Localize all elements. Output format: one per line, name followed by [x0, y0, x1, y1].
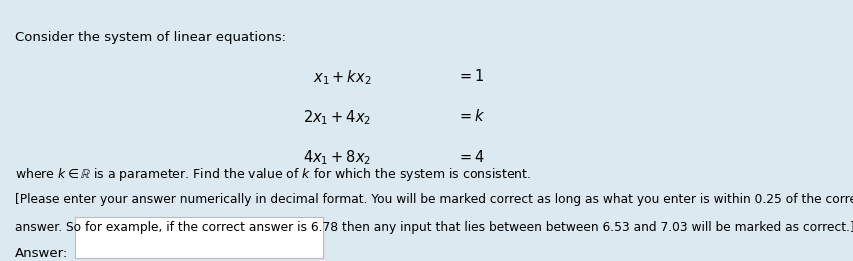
Text: [Please enter your answer numerically in decimal format. You will be marked corr: [Please enter your answer numerically in… — [15, 193, 853, 206]
Text: $= 1$: $= 1$ — [456, 68, 485, 84]
Text: $2x_1 + 4x_2$: $2x_1 + 4x_2$ — [303, 108, 371, 127]
Text: $= 4$: $= 4$ — [456, 149, 485, 165]
Text: where $k \in \mathbb{R}$ is a parameter. Find the value of $k$ for which the sys: where $k \in \mathbb{R}$ is a parameter.… — [15, 166, 531, 183]
Text: Consider the system of linear equations:: Consider the system of linear equations: — [15, 31, 286, 44]
Text: Answer:: Answer: — [15, 247, 68, 260]
Text: answer. So for example, if the correct answer is 6.78 then any input that lies b: answer. So for example, if the correct a… — [15, 221, 853, 234]
Text: $= k$: $= k$ — [456, 108, 485, 124]
Text: $4x_1 + 8x_2$: $4x_1 + 8x_2$ — [303, 149, 371, 168]
Text: $x_1 + kx_2$: $x_1 + kx_2$ — [313, 68, 371, 87]
